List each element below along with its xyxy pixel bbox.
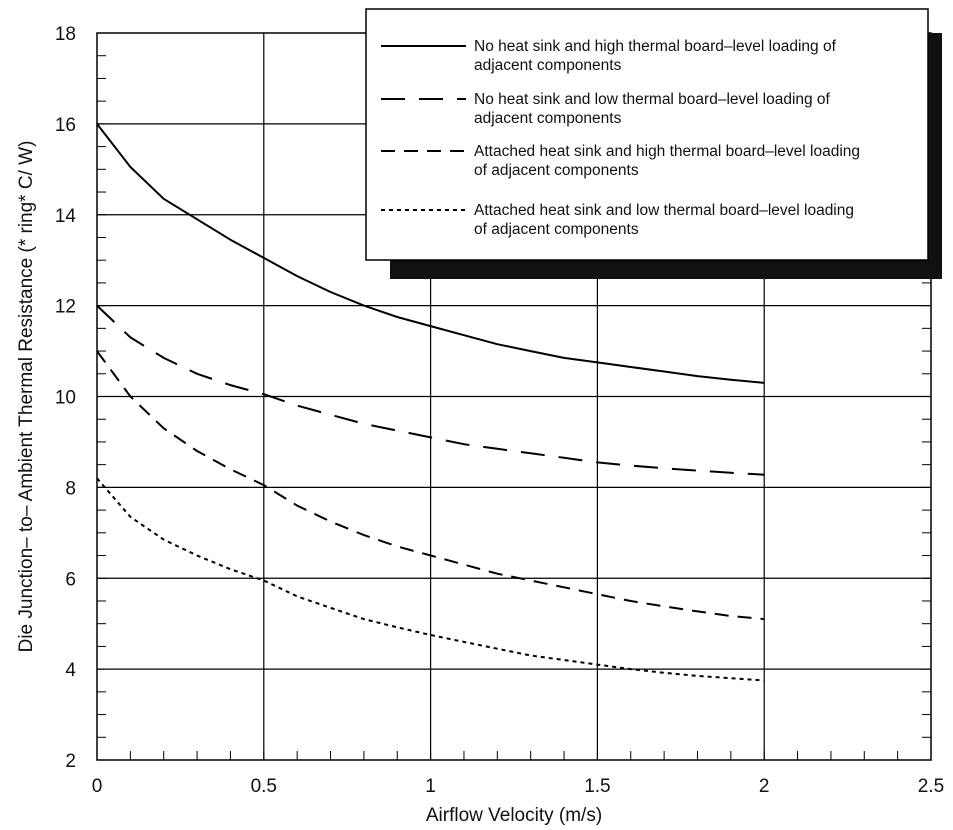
series-line-2: [96, 304, 765, 476]
series-line-4: [96, 477, 765, 682]
y-tick-label: 16: [55, 115, 76, 136]
legend-label-4: Attached heat sink and low thermal board…: [474, 202, 854, 238]
legend-label-line: Attached heat sink and low thermal board…: [474, 202, 854, 219]
y-tick-label: 10: [55, 388, 76, 409]
series-layer: [96, 123, 765, 682]
x-tick-label: 0: [92, 776, 103, 797]
y-tick-label: 4: [65, 660, 76, 681]
y-tick-labels: 2 4 6 8 10 12 14 16 18: [55, 24, 77, 772]
legend-label-line: No heat sink and low thermal board–level…: [474, 91, 831, 108]
x-tick-label: 1: [425, 776, 436, 797]
series-line-3: [96, 350, 765, 621]
x-tick-label: 1.5: [584, 776, 610, 797]
x-axis-label: Airflow Velocity (m/s): [426, 805, 602, 826]
legend-box: [365, 8, 929, 261]
x-tick-label: 2.5: [918, 776, 944, 797]
x-tick-labels: 0 0.5 1 1.5 2 2.5: [92, 776, 945, 797]
legend-label-2: No heat sink and low thermal board–level…: [474, 91, 831, 127]
legend-label-line: adjacent components: [474, 110, 622, 127]
y-axis-label: Die Junction– to– Ambient Thermal Resist…: [16, 141, 37, 653]
x-tick-label: 0.5: [251, 776, 277, 797]
legend-label-1: No heat sink and high thermal board–leve…: [474, 38, 837, 74]
y-tick-label: 18: [55, 24, 76, 45]
y-tick-label: 2: [65, 751, 76, 772]
legend-label-line: of adjacent components: [474, 162, 639, 179]
series-line-1: [96, 123, 765, 384]
y-tick-label: 8: [65, 478, 76, 499]
x-tick-label: 2: [759, 776, 770, 797]
y-tick-label: 6: [65, 569, 76, 590]
y-tick-label: 12: [55, 297, 76, 318]
legend-label-line: adjacent components: [474, 57, 622, 74]
legend-label-line: of adjacent components: [474, 221, 639, 238]
legend-label-line: No heat sink and high thermal board–leve…: [474, 38, 837, 55]
y-tick-label: 14: [55, 206, 77, 227]
legend-label-3: Attached heat sink and high thermal boar…: [474, 143, 860, 179]
legend-label-line: Attached heat sink and high thermal boar…: [474, 143, 860, 160]
legend: No heat sink and high thermal board–leve…: [365, 8, 942, 279]
